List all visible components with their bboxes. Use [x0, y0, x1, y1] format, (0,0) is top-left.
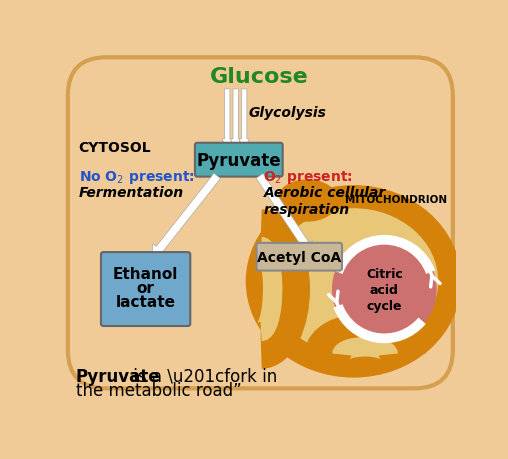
Ellipse shape — [246, 186, 461, 378]
Text: O$_2$ present:: O$_2$ present: — [264, 169, 353, 186]
FancyArrow shape — [230, 90, 241, 150]
Text: Glucose: Glucose — [209, 67, 308, 87]
FancyBboxPatch shape — [195, 143, 282, 177]
Text: the metabolic road”: the metabolic road” — [76, 381, 241, 400]
Text: or: or — [137, 280, 154, 296]
FancyBboxPatch shape — [257, 243, 342, 271]
Text: lactate: lactate — [116, 294, 176, 309]
Circle shape — [332, 237, 437, 341]
Text: CYTOSOL: CYTOSOL — [79, 141, 151, 155]
Text: is a \u201cfork in: is a \u201cfork in — [128, 367, 277, 385]
FancyArrow shape — [256, 174, 313, 256]
Text: Ethanol: Ethanol — [113, 267, 178, 281]
Text: Pyruvate: Pyruvate — [76, 367, 160, 385]
Text: Acetyl CoA: Acetyl CoA — [257, 250, 341, 264]
FancyBboxPatch shape — [101, 252, 190, 326]
FancyArrow shape — [222, 90, 233, 150]
Text: MITOCHONDRION: MITOCHONDRION — [345, 195, 447, 205]
FancyArrow shape — [152, 174, 220, 259]
Text: No O$_2$ present:: No O$_2$ present: — [79, 169, 195, 186]
Ellipse shape — [269, 209, 438, 355]
Text: Aerobic cellular: Aerobic cellular — [264, 186, 386, 200]
Text: Pyruvate: Pyruvate — [197, 151, 281, 169]
Text: Glycolysis: Glycolysis — [248, 106, 326, 120]
FancyBboxPatch shape — [68, 58, 453, 388]
Ellipse shape — [276, 180, 338, 222]
Text: respiration: respiration — [264, 202, 350, 217]
Text: Citric
acid
cycle: Citric acid cycle — [366, 267, 403, 312]
FancyArrow shape — [239, 90, 249, 150]
Text: Fermentation: Fermentation — [79, 186, 184, 200]
